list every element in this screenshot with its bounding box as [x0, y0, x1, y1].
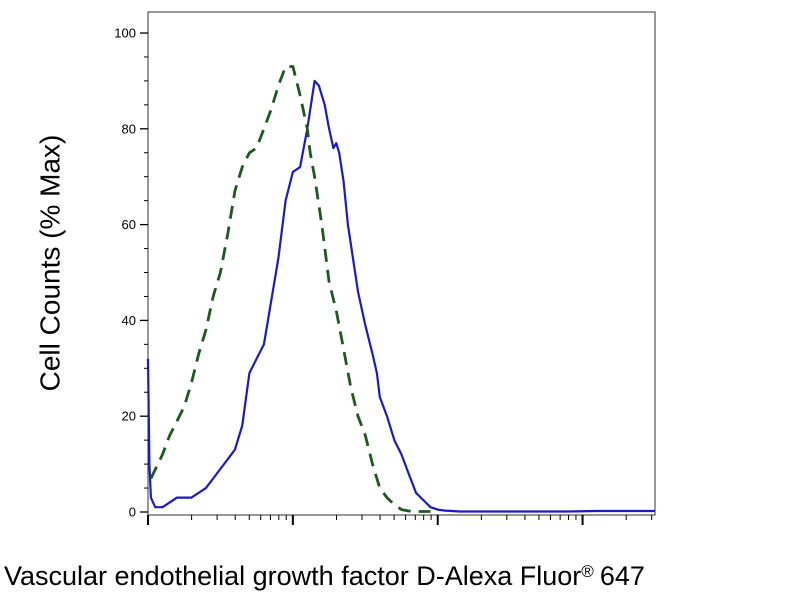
plot-frame: [147, 11, 656, 516]
histogram-line-solid: [146, 79, 655, 513]
y-tick-label: 20: [122, 409, 136, 424]
registered-mark: ®: [581, 562, 594, 581]
x-axis-title: Vascular endothelial growth factor D-Ale…: [4, 561, 645, 591]
x-axis-title-main: Vascular endothelial growth factor D-Ale…: [4, 561, 581, 591]
y-tick-label: 0: [129, 505, 136, 520]
y-tick-label: 60: [122, 217, 136, 232]
y-axis-title: Cell Counts (% Max): [35, 135, 66, 392]
y-tick-label: 80: [122, 121, 136, 136]
x-axis-title-suffix: 647: [600, 561, 645, 591]
x-axis: [147, 515, 653, 525]
y-tick-label: 100: [114, 26, 136, 41]
y-axis: 0 20 40 60 80 100: [114, 26, 148, 520]
y-tick-label: 40: [122, 313, 136, 328]
histogram-line-dashed: [149, 65, 431, 513]
series-layer: [146, 65, 655, 513]
